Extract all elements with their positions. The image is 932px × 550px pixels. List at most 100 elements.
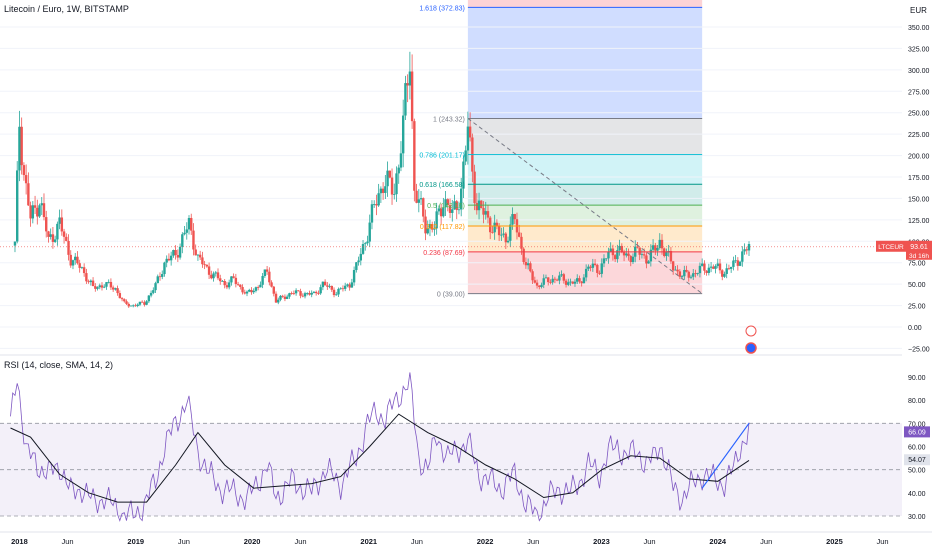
price-tick-label: 250.00 <box>908 111 930 118</box>
candle-body <box>433 228 436 230</box>
candle-body <box>216 272 220 279</box>
candle-body <box>303 293 307 297</box>
candle-body <box>136 304 139 307</box>
rsi-title: RSI (14, close, SMA, 14, 2) <box>4 360 114 370</box>
candles <box>13 51 751 308</box>
candle-body <box>665 252 668 257</box>
price-tick-label: 25.00 <box>908 304 926 311</box>
candle-body <box>174 250 177 256</box>
candle-body <box>256 287 260 288</box>
fib-zone <box>467 7 703 119</box>
lightning-icon[interactable] <box>745 325 757 337</box>
candle-body <box>60 217 64 232</box>
candle-body <box>654 245 657 251</box>
candle-body <box>576 278 579 282</box>
candle-body <box>390 177 394 195</box>
candle-body <box>332 289 336 296</box>
candle-body <box>245 291 249 294</box>
candle-body <box>319 287 322 294</box>
candle-body <box>609 248 612 253</box>
candle-body <box>718 263 722 271</box>
candle-body <box>533 280 537 283</box>
candle-body <box>297 290 300 292</box>
candle-body <box>207 266 211 275</box>
price-tag <box>906 240 932 260</box>
candle-body <box>502 233 505 235</box>
rsi-pane <box>0 354 902 522</box>
candle-body <box>227 282 231 288</box>
candle-body <box>357 260 360 263</box>
candle-body <box>152 290 155 293</box>
candle-body <box>42 203 46 218</box>
candle-body <box>437 208 441 212</box>
price-tick-label: 275.00 <box>908 89 930 96</box>
candle-body <box>138 301 142 305</box>
candle-body <box>196 254 200 256</box>
candle-body <box>236 283 240 285</box>
candle-body <box>321 281 325 288</box>
candle-body <box>299 291 302 296</box>
candle-body <box>277 299 280 303</box>
candle-body <box>234 277 238 284</box>
candle-body <box>489 217 492 233</box>
candle-body <box>223 280 226 286</box>
candle-body <box>466 126 470 151</box>
time-tick-label: Jun <box>62 537 74 546</box>
candle-body <box>145 301 148 305</box>
candle-body <box>535 282 539 286</box>
candle-body <box>62 231 66 237</box>
candle-body <box>161 274 164 277</box>
time-tick-label: Jun <box>877 537 889 546</box>
candle-body <box>132 305 135 307</box>
candle-body <box>87 281 90 283</box>
rsi-tick-label: 60.00 <box>908 445 926 452</box>
candle-body <box>40 203 43 206</box>
candle-body <box>571 281 574 284</box>
candle-body <box>272 286 275 294</box>
fib-zone <box>467 205 703 227</box>
time-tick-label: Jun <box>644 537 656 546</box>
price-tick-label: 125.00 <box>908 218 930 225</box>
candle-body <box>743 249 746 252</box>
candle-body <box>709 266 713 268</box>
candle-body <box>339 288 342 290</box>
candle-body <box>721 270 724 277</box>
candle-body <box>600 263 603 274</box>
candle-body <box>495 222 499 227</box>
candle-body <box>687 271 690 278</box>
candle-body <box>279 295 282 300</box>
candle-body <box>241 286 244 293</box>
candle-body <box>569 281 572 283</box>
candle-body <box>388 170 392 178</box>
price-tick-label: 150.00 <box>908 196 930 203</box>
candle-body <box>67 240 70 255</box>
candle-body <box>647 261 650 264</box>
candle-body <box>404 83 407 116</box>
candle-body <box>700 263 704 266</box>
candle-body <box>323 281 327 286</box>
candle-body <box>564 280 568 285</box>
time-tick-label: 2025 <box>826 537 843 546</box>
candle-body <box>602 258 606 264</box>
candle-body <box>430 224 434 230</box>
candle-body <box>468 126 472 138</box>
candle-body <box>727 268 731 270</box>
candle-body <box>395 173 398 195</box>
candle-body <box>435 211 438 229</box>
candle-body <box>712 266 715 269</box>
candle-body <box>219 278 222 282</box>
candle-body <box>631 256 635 263</box>
candle-body <box>442 207 445 217</box>
grid <box>0 26 902 349</box>
time-tick-label: Jun <box>527 537 539 546</box>
candle-body <box>587 266 590 269</box>
candle-body <box>620 245 624 253</box>
candle-body <box>205 264 209 267</box>
event-icon[interactable] <box>745 342 757 354</box>
candle-body <box>283 296 287 299</box>
candle-body <box>377 193 380 206</box>
candle-body <box>482 207 485 215</box>
candle-body <box>337 288 340 295</box>
candle-body <box>156 276 159 284</box>
